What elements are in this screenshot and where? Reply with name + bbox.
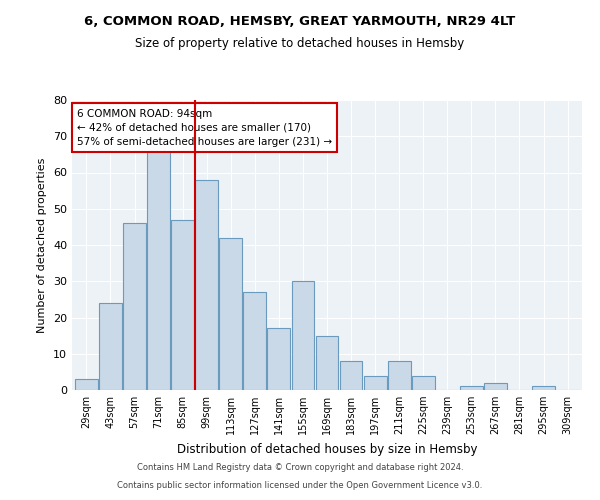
Bar <box>316 336 338 390</box>
Bar <box>340 361 362 390</box>
Bar <box>412 376 434 390</box>
Text: Size of property relative to detached houses in Hemsby: Size of property relative to detached ho… <box>136 38 464 51</box>
Bar <box>99 303 122 390</box>
Bar <box>123 223 146 390</box>
Text: Contains public sector information licensed under the Open Government Licence v3: Contains public sector information licen… <box>118 481 482 490</box>
Bar <box>195 180 218 390</box>
Bar <box>292 281 314 390</box>
Text: 6 COMMON ROAD: 94sqm
← 42% of detached houses are smaller (170)
57% of semi-deta: 6 COMMON ROAD: 94sqm ← 42% of detached h… <box>77 108 332 146</box>
Bar <box>484 383 507 390</box>
Bar <box>244 292 266 390</box>
Bar <box>364 376 386 390</box>
Bar <box>147 144 170 390</box>
Bar <box>460 386 483 390</box>
Bar <box>388 361 410 390</box>
Text: 6, COMMON ROAD, HEMSBY, GREAT YARMOUTH, NR29 4LT: 6, COMMON ROAD, HEMSBY, GREAT YARMOUTH, … <box>85 15 515 28</box>
Bar <box>220 238 242 390</box>
Bar <box>532 386 555 390</box>
Bar <box>75 379 98 390</box>
Y-axis label: Number of detached properties: Number of detached properties <box>37 158 47 332</box>
Bar <box>268 328 290 390</box>
Text: Contains HM Land Registry data © Crown copyright and database right 2024.: Contains HM Land Registry data © Crown c… <box>137 464 463 472</box>
X-axis label: Distribution of detached houses by size in Hemsby: Distribution of detached houses by size … <box>177 442 477 456</box>
Bar <box>171 220 194 390</box>
